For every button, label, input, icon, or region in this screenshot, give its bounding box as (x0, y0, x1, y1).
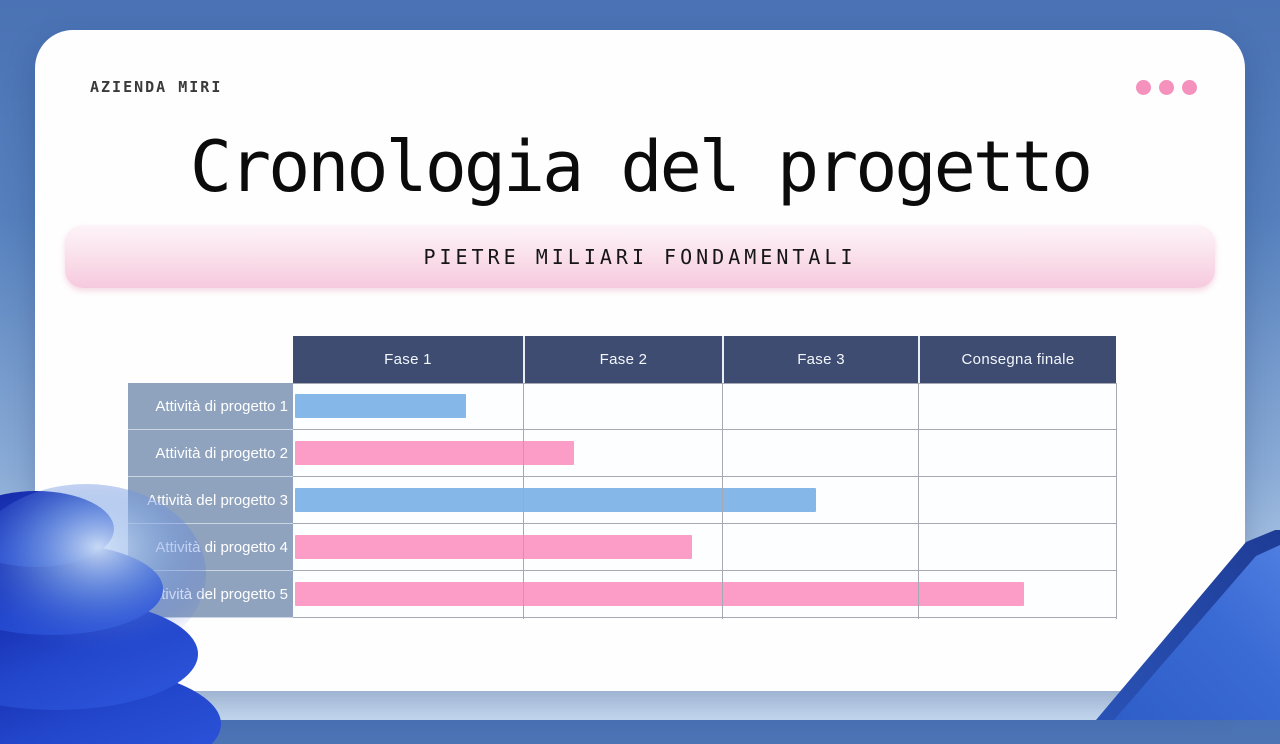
window-dots (1136, 80, 1197, 95)
table-row: Attività del progetto 5 (128, 571, 1116, 618)
gantt-body: Attività di progetto 1 Attività di proget… (128, 383, 1117, 619)
row-track (293, 571, 1116, 618)
dot-icon (1136, 80, 1151, 95)
table-row: Attività del progetto 3 (128, 477, 1116, 524)
column-header: Fase 2 (523, 336, 723, 383)
row-track (293, 430, 1116, 477)
slide-card: AZIENDA MIRI Cronologia del progetto PIE… (35, 30, 1245, 691)
row-label: Attività del progetto 5 (128, 571, 293, 618)
row-label: Attività di progetto 1 (128, 383, 293, 430)
column-header: Fase 1 (293, 336, 524, 383)
gantt-header-row: Fase 1 Fase 2 Fase 3 Consegna finale (293, 336, 1116, 383)
row-label: Attività di progetto 2 (128, 430, 293, 477)
row-track (293, 524, 1116, 571)
table-row: Attività di progetto 4 (128, 524, 1116, 571)
row-label: Attività del progetto 3 (128, 477, 293, 524)
subtitle-text: PIETRE MILIARI FONDAMENTALI (423, 244, 857, 269)
gantt-bar (295, 394, 467, 418)
gantt-bar (295, 535, 692, 559)
brand-name: AZIENDA MIRI (90, 78, 223, 96)
row-track (293, 383, 1116, 430)
row-label: Attività di progetto 4 (128, 524, 293, 571)
row-track (293, 477, 1116, 524)
table-row: Attività di progetto 1 (128, 383, 1116, 430)
dot-icon (1159, 80, 1174, 95)
gantt-bar (295, 441, 574, 465)
gantt-bar (295, 488, 816, 512)
dot-icon (1182, 80, 1197, 95)
page-title: Cronologia del progetto (189, 126, 1093, 208)
gantt-table: Fase 1 Fase 2 Fase 3 Consegna finale Attivi… (128, 336, 1117, 619)
column-header: Consegna finale (918, 336, 1116, 383)
column-header: Fase 3 (722, 336, 919, 383)
gantt-bar (295, 582, 1025, 606)
subtitle-banner: PIETRE MILIARI FONDAMENTALI (65, 225, 1215, 288)
table-row: Attività di progetto 2 (128, 430, 1116, 477)
